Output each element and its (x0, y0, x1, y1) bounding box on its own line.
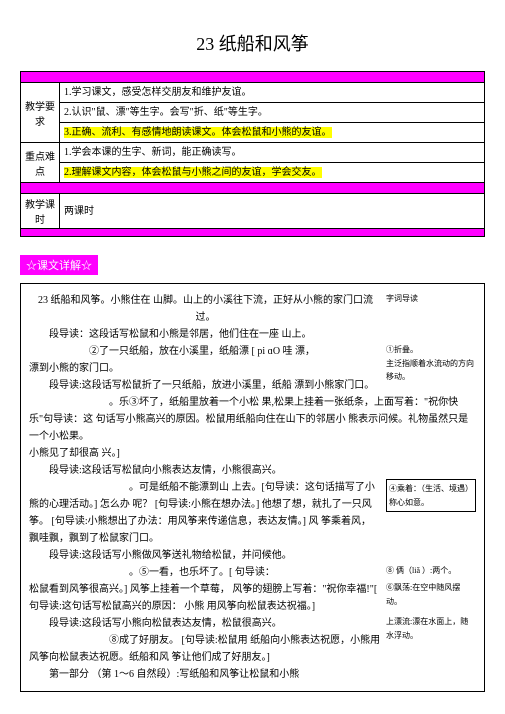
row1-line2: 2.认识"鼠、漂"等生字。会写"折、纸"等生字。 (60, 103, 485, 123)
body-heading: 23 纸船和风筝。小熊住在 山脚。山上的小溪往下流，正好从小熊的家门口流过。 (29, 292, 382, 326)
row2-line2: 2.理解课文内容，体会松鼠与小熊之间的友谊，学会交友。 (60, 163, 485, 183)
row1-label: 教学要求 (21, 83, 60, 143)
row1-line3: 3.正确、流利、有感情地朗读课文。体会松鼠和小熊的友谊。 (60, 123, 485, 143)
para11: 松鼠看到风筝很高兴。] 风筝上挂着一个草莓， 风筝的翅膀上写着："祝你幸福!"[… (29, 581, 382, 615)
side-note-4: ④乘着：（生活、境遇）称心如意。 (386, 479, 476, 512)
para5: 小熊见了却很高 兴。] (29, 445, 476, 462)
para4: 。乐③坏了，纸船里放着一个小松 果,松果上挂着一张纸条，上面写着："祝你快乐"句… (29, 394, 476, 445)
header-table: 教学要求 1.学习课文，感受怎样交朋友和维护友谊。 2.认识"鼠、漂"等生字。会… (20, 71, 485, 237)
side-note-1: 字词导读 (382, 292, 476, 306)
section-label: ☆课文详解☆ (20, 255, 98, 275)
row1-line1: 1.学习课文，感受怎样交朋友和维护友谊。 (60, 83, 485, 103)
magenta-bar-2 (21, 183, 485, 194)
para10: 。⑤一看，也乐坏了。[ 句导读： (29, 564, 382, 581)
intro-text: 。小熊住在 山脚。山上的小溪往下流，正好从小熊的家门口流过。 (101, 295, 374, 323)
para6: 段导读:这段话写松鼠向小熊表达友情，小熊很高兴。 (29, 462, 476, 479)
side-note-5: ⑧ 俩（liǎ ）:两个。 (382, 564, 476, 578)
para3b: 段导读:这段话写松鼠折了一只纸船，放进小溪里，纸船 漂到小熊家门口。 (29, 377, 382, 394)
final-para: 第一部分 （第 1～6 自然段）:写纸船和风筝让松鼠和小熊 (29, 666, 476, 683)
magenta-bar-3 (21, 229, 485, 237)
para2: ②了一只纸船，放在小溪里，纸船漂 [ pi ɑO 哇 漂， (29, 343, 382, 360)
section-label-wrapper: ☆课文详解☆ (20, 247, 485, 283)
para12: 段导读:这段话写小熊向松鼠表达友情，松鼠很高兴。 (29, 615, 382, 632)
main-content-box: 23 纸船和风筝。小熊住在 山脚。山上的小溪往下流，正好从小熊的家门口流过。 段… (20, 283, 485, 692)
row2-label: 重点难点 (21, 143, 60, 183)
side-note-3: 主泛指顺着水流动的方向移动。 (386, 357, 476, 384)
side-note-6: ⑥飘荡:在空中随风摆动。 (382, 581, 476, 608)
para8: 飘哇飘，飘到了松鼠家门口。 (29, 530, 476, 547)
side-note-2: ①折叠。 (386, 343, 476, 357)
document-title: 23 纸船和风筝 (20, 30, 485, 56)
magenta-bar (21, 72, 485, 83)
row3-content: 两课时 (60, 194, 485, 229)
para13: ⑧成了好朋友。 [句导读:松鼠用 纸船向小熊表达祝愿，小熊用风筝向松鼠表达祝愿。… (29, 632, 382, 666)
para9: 段导读:这段话写小熊做风筝送礼物给松鼠，并问候他。 (29, 547, 476, 564)
para1: 段导读：这段话写松鼠和小熊是邻居，他们住在一座 山上。 (29, 326, 382, 343)
para3: 漂到小熊的家门口。 (29, 360, 382, 377)
row3-label: 教学课时 (21, 194, 60, 229)
para7: 。可是纸船不能漂到山 上去。[句导读：这句话描写了小熊的心理活动。] 怎么办 呢… (29, 479, 382, 530)
row2-line1: 1.学会本课的生字、新词，能正确读写。 (60, 143, 485, 163)
side-note-7: 上漂流:漂在水面上，随水浮动。 (382, 615, 476, 642)
